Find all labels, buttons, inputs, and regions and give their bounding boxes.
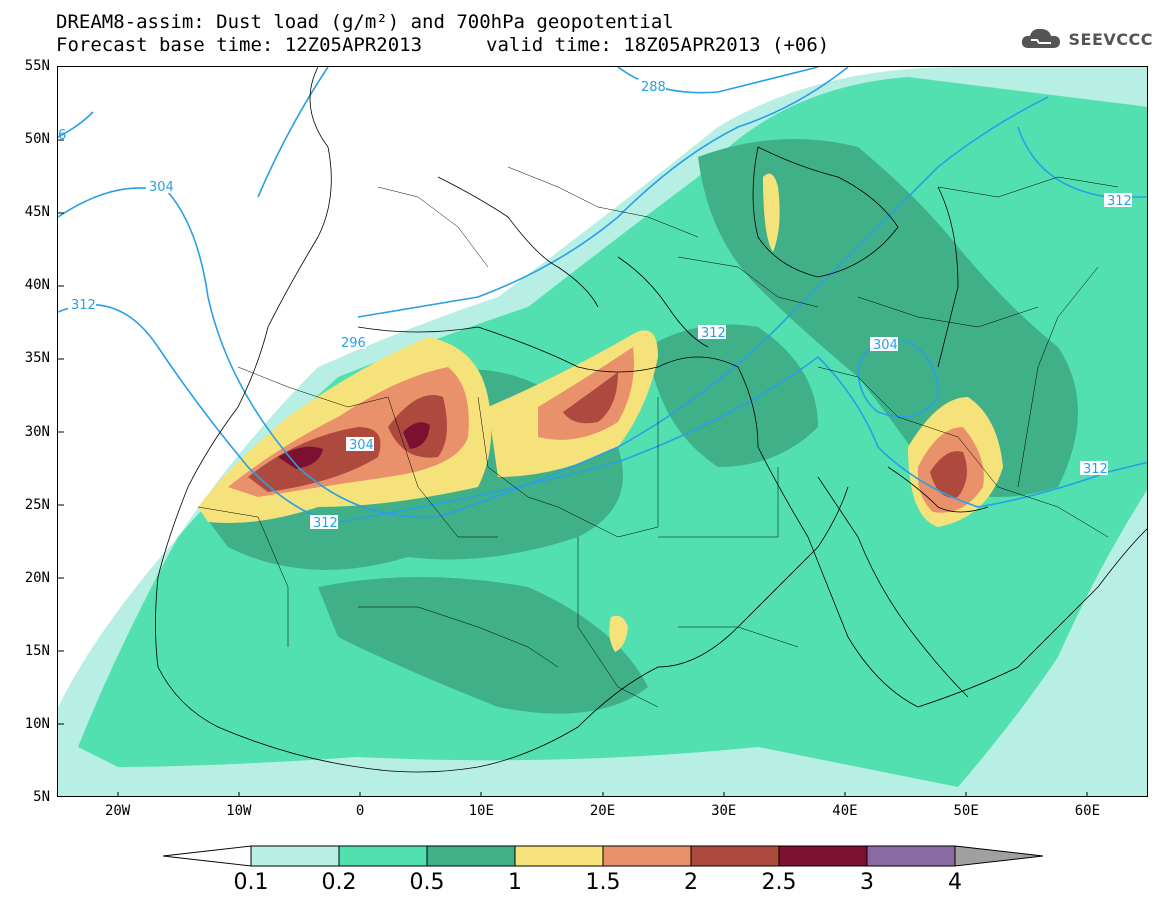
contour-label-312-c: 312	[701, 326, 726, 341]
lon-tick-label: 10E	[468, 803, 494, 819]
contour-label-312-a: 312	[71, 298, 96, 313]
lat-tick-label: 25N	[24, 496, 50, 513]
colorbar-swatch	[866, 845, 956, 867]
contour-label-312-d: 312	[1083, 462, 1108, 477]
coastlines	[155, 67, 1147, 773]
dust-contour-0.5-b	[318, 577, 648, 714]
lon-tick-label: 50E	[953, 803, 979, 819]
cloud-icon	[1021, 28, 1060, 48]
dust-contour-0.5-c	[698, 139, 1078, 497]
lat-tick-label: 10N	[24, 715, 50, 732]
colorbar-label: 0.2	[321, 870, 357, 895]
valid-time: valid time: 18Z05APR2013 (+06)	[486, 34, 830, 56]
lon-tick-label: 30E	[711, 803, 737, 819]
time-info: Forecast base time: 12Z05APR2013 valid ti…	[56, 35, 829, 55]
colorbar-swatch	[426, 845, 516, 867]
colorbar	[163, 845, 1043, 867]
dust-contour-2-gulf	[930, 451, 967, 498]
contour-label-296: 296	[341, 336, 366, 351]
dust-contour-3-west	[278, 446, 323, 469]
lon-tick-label: 0	[355, 803, 365, 819]
country-borders	[197, 166, 1119, 708]
colorbar-label: 0.1	[233, 870, 269, 895]
colorbar-swatch	[338, 845, 428, 867]
colorbar-swatch	[778, 845, 868, 867]
dust-map: 288 6 296 304 304 304 312 312 312 312 31…	[58, 67, 1147, 796]
contour-label-304-a: 304	[149, 180, 174, 195]
lat-tick-label: 35N	[24, 350, 50, 367]
lon-tick-label: 20W	[104, 803, 131, 819]
contour-label-304-b: 304	[349, 438, 374, 453]
colorbar-label: 4	[948, 870, 962, 895]
colorbar-label: 3	[860, 870, 874, 895]
contour-label-312-e: 312	[1107, 194, 1132, 209]
colorbar-label: 1.5	[585, 870, 621, 895]
colorbar-swatch	[514, 845, 604, 867]
logo-text: SEEVCCC	[1068, 29, 1153, 49]
lon-tick-label: 60E	[1074, 803, 1101, 819]
lat-tick-label: 45N	[24, 204, 50, 221]
map-panel: 288 6 296 304 304 304 312 312 312 312 31…	[57, 66, 1148, 797]
colorbar-swatch	[690, 845, 780, 867]
lon-tick-label: 20E	[589, 803, 616, 819]
colorbar-label: 0.5	[409, 870, 445, 895]
dust-contour-3-algeria	[403, 422, 430, 449]
lon-tick-label: 10W	[226, 803, 252, 819]
dust-contour-1-crimea	[763, 173, 780, 252]
contour-label-288: 288	[641, 80, 666, 95]
colorbar-label: 2.5	[761, 870, 797, 895]
lat-tick-label: 15N	[24, 642, 50, 659]
lat-tick-label: 30N	[24, 423, 50, 440]
base-time: Forecast base time: 12Z05APR2013	[56, 34, 423, 56]
lat-tick-label: 20N	[24, 569, 50, 586]
lon-tick-label: 40E	[832, 803, 858, 819]
geopotential-contours	[58, 67, 1147, 523]
colorbar-over-arrow	[954, 845, 1043, 867]
contour-label-296-edge: 6	[58, 128, 66, 143]
colorbar-under-arrow	[163, 845, 252, 867]
contour-label-304-c: 304	[873, 338, 898, 353]
dust-contour-1-niger	[609, 615, 628, 652]
chart-title: DREAM8-assim: Dust load (g/m²) and 700hP…	[56, 11, 674, 33]
colorbar-swatch	[602, 845, 692, 867]
dust-contour-2-libya	[563, 372, 618, 424]
axis-ticks	[58, 139, 1088, 796]
lat-tick-label: 5N	[33, 789, 50, 805]
lat-tick-label: 50N	[24, 131, 50, 148]
colorbar-label: 2	[684, 870, 698, 895]
lat-tick-label: 55N	[24, 58, 50, 74]
contour-label-312-b: 312	[313, 516, 338, 531]
seevccc-logo: SEEVCCC	[1019, 26, 1154, 52]
colorbar-label: 1	[508, 870, 522, 895]
colorbar-swatch	[250, 845, 340, 867]
dust-contour-1.5-libya	[538, 347, 634, 440]
lat-tick-label: 40N	[24, 277, 50, 294]
